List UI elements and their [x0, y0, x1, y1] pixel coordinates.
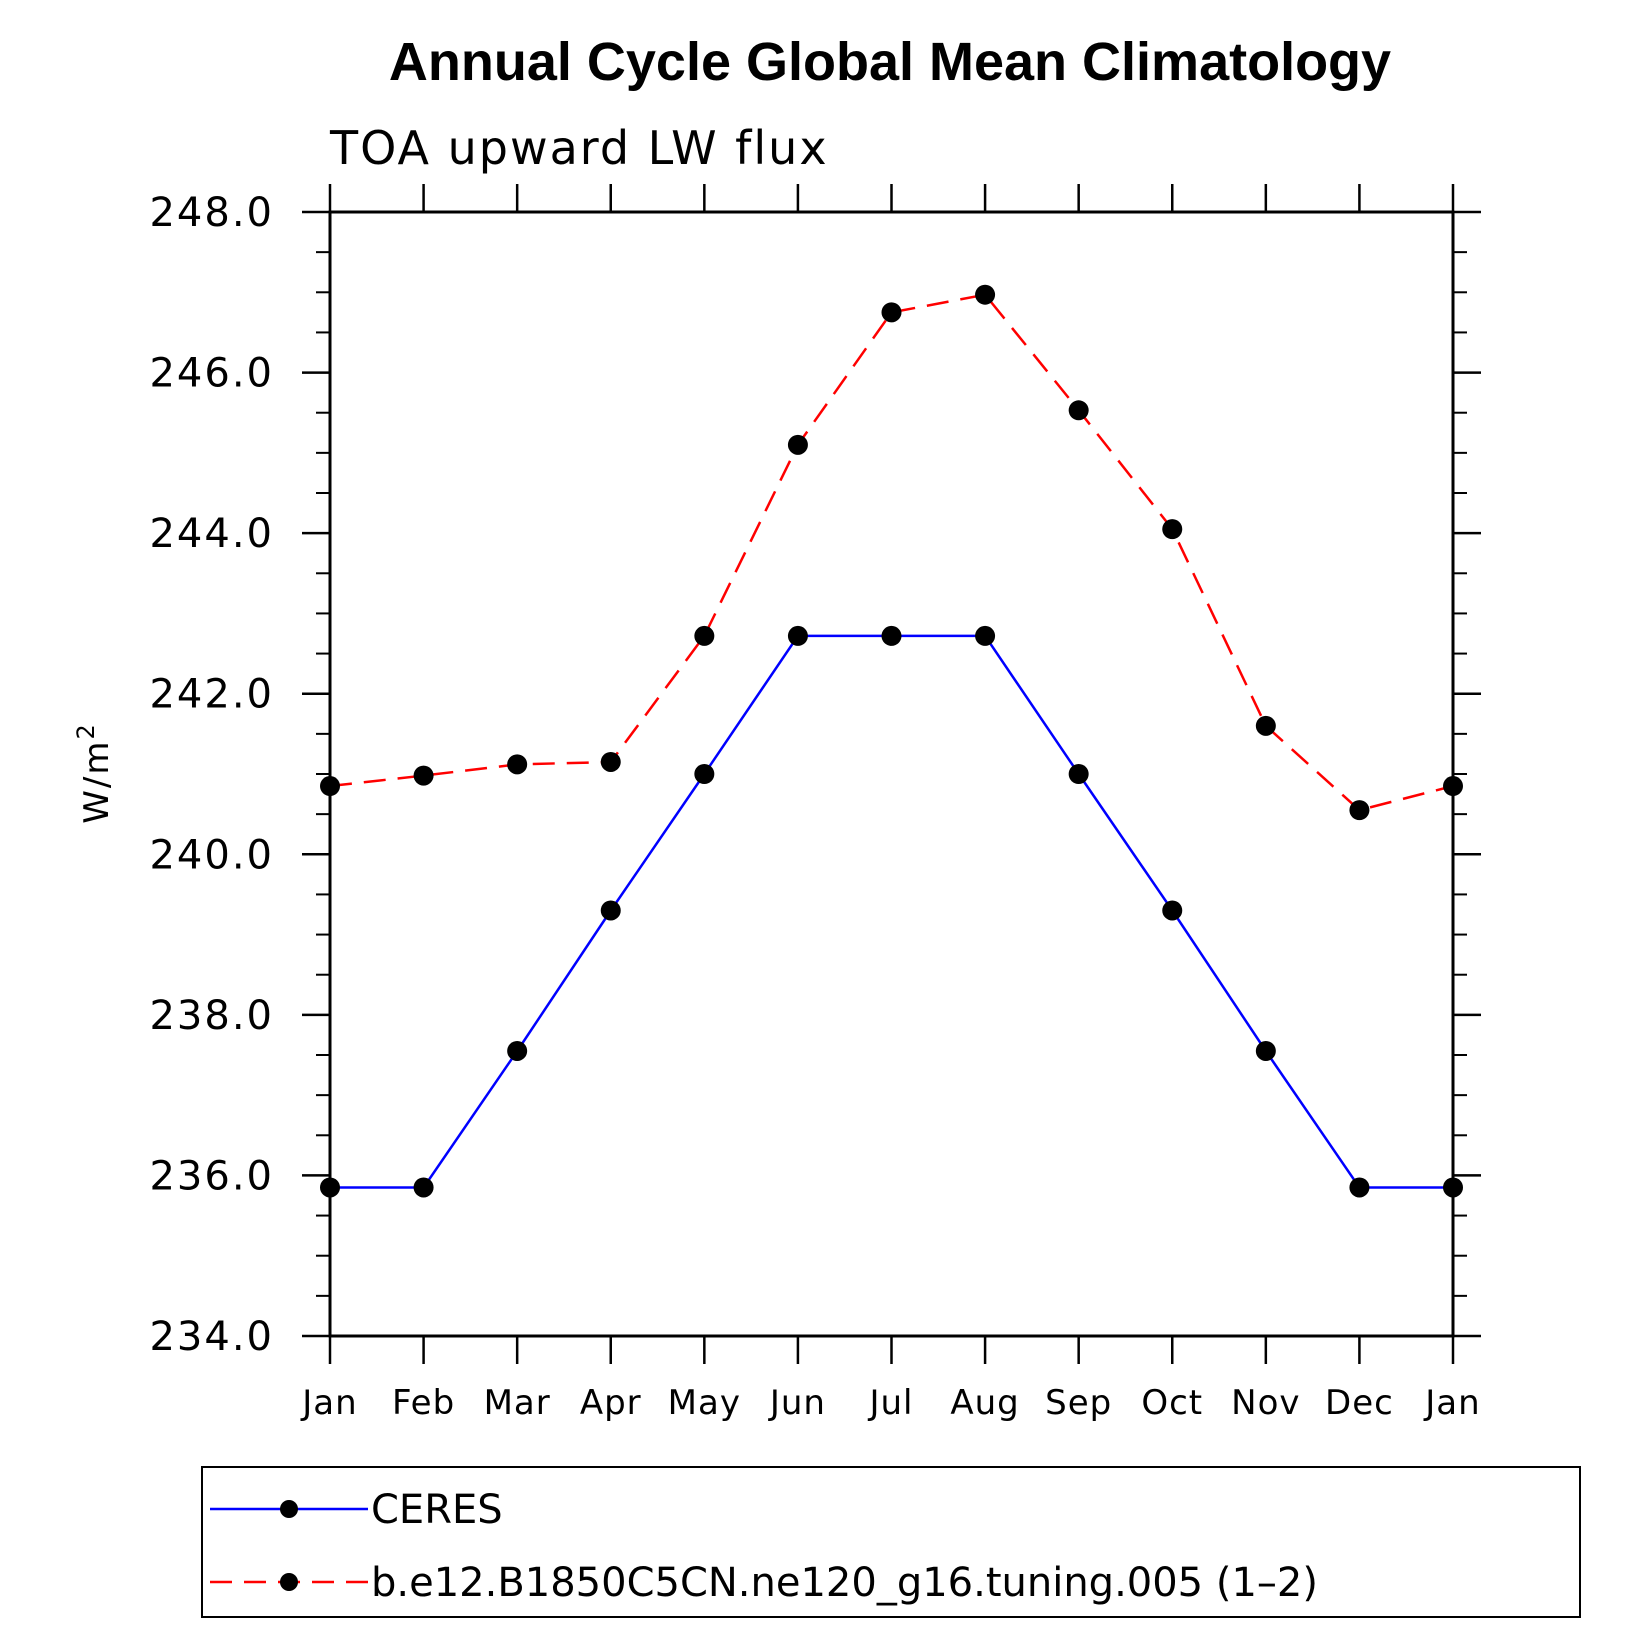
data-point [975, 284, 996, 305]
data-point [320, 776, 340, 797]
data-point [694, 625, 715, 646]
data-point [1162, 519, 1183, 540]
data-point [1443, 776, 1463, 797]
x-tick-label: Nov [1231, 1383, 1300, 1423]
data-point [975, 625, 996, 646]
y-tick-label: 236.0 [149, 1153, 274, 1199]
y-tick-label: 246.0 [149, 351, 274, 397]
y-tick-label: 242.0 [149, 672, 274, 718]
series-1 [320, 284, 1463, 821]
data-point [694, 764, 715, 784]
data-point [1349, 800, 1370, 821]
x-tick-label: Jan [300, 1383, 357, 1423]
legend-marker-model [280, 1573, 298, 1591]
legend-entry-model: b.e12.B1850C5CN.ne120_g16.tuning.005 (1–… [210, 1560, 1318, 1606]
y-tick-label: 240.0 [149, 832, 274, 878]
legend-entry-ceres: CERES [210, 1487, 503, 1533]
x-tick-label: Feb [392, 1383, 455, 1423]
legend-label-model: b.e12.B1850C5CN.ne120_g16.tuning.005 (1–… [371, 1560, 1318, 1606]
y-tick-label: 234.0 [149, 1314, 274, 1360]
svg-text:W/m2: W/m2 [72, 722, 117, 823]
x-tick-label: May [668, 1383, 741, 1423]
x-tick-label: Apr [580, 1383, 642, 1423]
data-point [413, 1177, 434, 1198]
y-axis-label: W/m2 [72, 722, 117, 823]
x-tick-label: Oct [1141, 1383, 1203, 1423]
x-tick-label: Jun [768, 1383, 826, 1423]
y-axis-label-superscript: 2 [72, 722, 100, 739]
x-tick-label: Aug [950, 1383, 1019, 1423]
data-point [507, 754, 528, 775]
data-point [1443, 1177, 1463, 1198]
data-point [1068, 764, 1089, 784]
x-tick-label: Jul [867, 1383, 913, 1423]
data-point [1255, 715, 1276, 736]
chart-subtitle: TOA upward LW flux [329, 121, 829, 175]
data-point [600, 900, 621, 921]
data-point [787, 625, 808, 646]
y-axis-label-text: W/m [77, 740, 117, 824]
y-tick-label: 248.0 [149, 190, 274, 236]
data-point [413, 765, 434, 786]
x-tick-label: Dec [1325, 1383, 1394, 1423]
legend-marker-ceres [280, 1500, 298, 1518]
data-point [1162, 900, 1183, 921]
series-layer [320, 284, 1463, 1198]
data-point [1255, 1040, 1276, 1061]
series-line-0 [330, 634, 1453, 1189]
data-point [881, 625, 902, 646]
data-point [320, 1177, 340, 1198]
x-tick-label: Sep [1045, 1383, 1112, 1423]
data-point [600, 751, 621, 772]
y-tick-label: 244.0 [149, 511, 274, 557]
legend-label-ceres: CERES [371, 1487, 503, 1533]
x-tick-label: Jan [1423, 1383, 1480, 1423]
series-0 [320, 625, 1463, 1198]
data-point [787, 434, 808, 455]
data-point [1068, 400, 1089, 421]
data-point [881, 302, 902, 323]
legend: CERES b.e12.B1850C5CN.ne120_g16.tuning.0… [201, 1466, 1581, 1618]
x-tick-label: Mar [484, 1383, 551, 1423]
y-tick-label: 238.0 [149, 993, 274, 1039]
chart-title: Annual Cycle Global Mean Climatology [389, 32, 1391, 92]
plot-frame [328, 210, 1455, 1338]
x-axis-ticks: Jan Feb Mar Apr May Jun Jul Aug Sep Oct Nov Dec Jan [300, 184, 1480, 1423]
y-axis-ticks: 234.0 236.0 238.0 240.0 242.0 244.0 246.0 248.0 [149, 190, 1481, 1360]
data-point [507, 1040, 528, 1061]
series-line-1 [329, 293, 1454, 812]
legend-box [201, 1466, 1581, 1618]
data-point [1349, 1177, 1370, 1198]
